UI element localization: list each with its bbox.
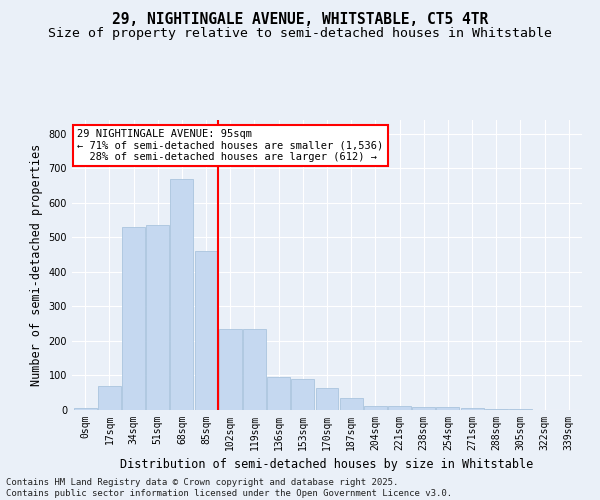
Text: Contains HM Land Registry data © Crown copyright and database right 2025.
Contai: Contains HM Land Registry data © Crown c… bbox=[6, 478, 452, 498]
Text: 29, NIGHTINGALE AVENUE, WHITSTABLE, CT5 4TR: 29, NIGHTINGALE AVENUE, WHITSTABLE, CT5 … bbox=[112, 12, 488, 28]
X-axis label: Distribution of semi-detached houses by size in Whitstable: Distribution of semi-detached houses by … bbox=[121, 458, 533, 471]
Bar bbox=[316, 388, 338, 410]
Bar bbox=[340, 398, 362, 410]
Bar bbox=[364, 406, 387, 410]
Bar bbox=[267, 377, 290, 410]
Bar bbox=[292, 379, 314, 410]
Text: Size of property relative to semi-detached houses in Whitstable: Size of property relative to semi-detach… bbox=[48, 28, 552, 40]
Bar bbox=[98, 386, 121, 410]
Bar bbox=[388, 406, 411, 410]
Bar bbox=[146, 226, 169, 410]
Bar bbox=[170, 178, 193, 410]
Y-axis label: Number of semi-detached properties: Number of semi-detached properties bbox=[30, 144, 43, 386]
Bar bbox=[243, 329, 266, 410]
Bar bbox=[122, 227, 145, 410]
Bar bbox=[461, 408, 484, 410]
Text: 29 NIGHTINGALE AVENUE: 95sqm
← 71% of semi-detached houses are smaller (1,536)
 : 29 NIGHTINGALE AVENUE: 95sqm ← 71% of se… bbox=[77, 128, 383, 162]
Bar bbox=[219, 329, 242, 410]
Bar bbox=[194, 251, 218, 410]
Bar bbox=[436, 407, 460, 410]
Bar bbox=[485, 408, 508, 410]
Bar bbox=[412, 407, 435, 410]
Bar bbox=[74, 408, 97, 410]
